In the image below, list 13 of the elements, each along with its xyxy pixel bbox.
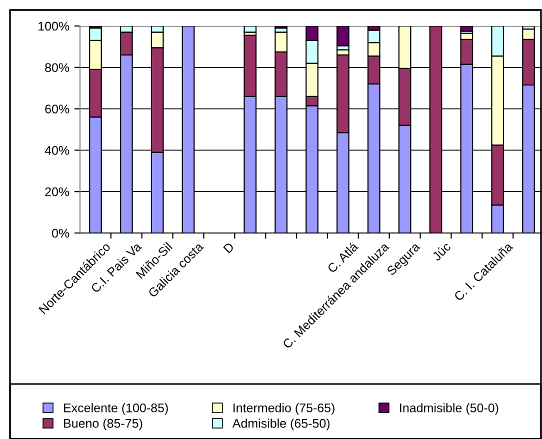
legend-label: Intermedio (75-65) [234, 403, 334, 415]
y-tick-label: 40% [44, 146, 70, 155]
legend-label: Excelente (100-85) [64, 403, 168, 415]
legend-label: Bueno (85-75) [64, 418, 142, 430]
legend-label: Admisible (65-50) [232, 418, 330, 430]
legend-label: Inadmisible (50-0) [400, 403, 498, 415]
y-tick-label: 20% [45, 187, 70, 196]
x-tick-label: Júc [431, 241, 452, 262]
x-tick-label: D [223, 242, 234, 254]
y-tick-label: 80% [45, 63, 70, 72]
y-tick-label: 0% [52, 228, 70, 238]
y-tick-label: 100% [38, 22, 70, 31]
y-tick-label: 60% [45, 104, 70, 114]
